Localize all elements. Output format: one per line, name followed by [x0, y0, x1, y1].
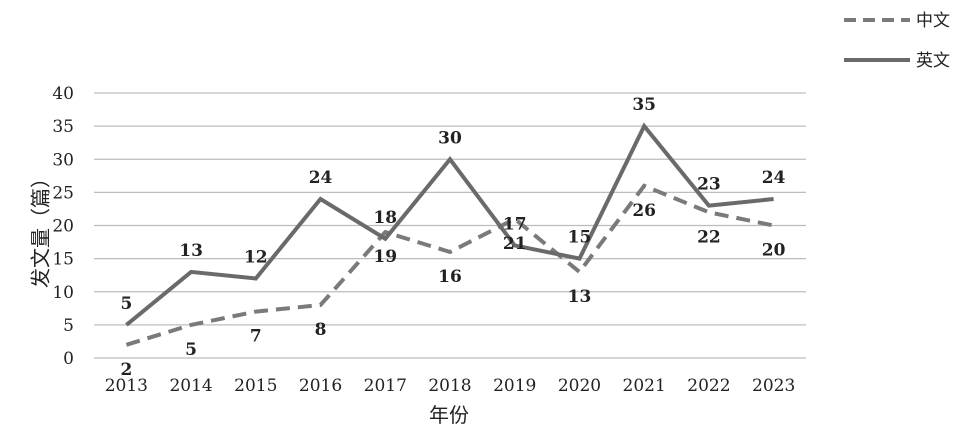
data-label: 24: [762, 168, 786, 188]
y-tick-label: 30: [52, 150, 74, 170]
series-lines: [125, 122, 774, 347]
data-label: 26: [632, 201, 656, 221]
y-axis-title: 发文量（篇）: [29, 168, 53, 288]
y-tick-label: 15: [52, 250, 74, 270]
series-line-0: [125, 183, 774, 347]
y-tick-label: 5: [63, 316, 74, 336]
x-tick-labels: 2013 2014 2015 2016 2017 2018 2019 2020 2021 2022…: [105, 376, 796, 396]
data-label: 8: [315, 320, 327, 340]
x-tick-label: 2013: [105, 376, 148, 396]
data-label: 18: [373, 208, 397, 228]
x-tick-label: 2023: [752, 376, 795, 396]
data-label: 5: [120, 294, 132, 314]
data-label: 7: [250, 327, 262, 347]
y-tick-label: 0: [63, 349, 74, 369]
legend-label-english: 英文: [916, 51, 950, 71]
y-tick-label: 40: [52, 84, 74, 104]
data-label: 35: [632, 95, 656, 115]
data-label: 22: [697, 227, 721, 247]
data-label: 2: [120, 360, 132, 380]
data-label: 30: [438, 128, 462, 148]
x-tick-label: 2014: [169, 376, 212, 396]
data-label: 16: [438, 267, 462, 287]
x-tick-label: 2022: [687, 376, 730, 396]
data-label: 23: [697, 175, 721, 195]
data-labels: 2 5 7 8 19 16 21 13 26 22 20 5 13 12 24 18 30 17 15 35 23 24: [120, 95, 785, 380]
data-label: 5: [185, 340, 197, 360]
data-label: 15: [568, 228, 592, 248]
data-label: 21: [503, 234, 527, 254]
series-line-1: [125, 122, 774, 327]
data-label: 17: [503, 214, 527, 234]
x-tick-label: 2020: [558, 376, 601, 396]
x-tick-label: 2018: [428, 376, 471, 396]
x-axis-title: 年份: [429, 403, 469, 427]
data-label: 13: [568, 287, 592, 307]
y-tick-labels: 0 5 10 15 20 25 30 35 40: [52, 84, 74, 369]
y-tick-label: 20: [52, 217, 74, 237]
data-label: 24: [309, 168, 333, 188]
data-label: 12: [244, 248, 268, 268]
data-label: 13: [179, 241, 203, 261]
legend-label-chinese: 中文: [916, 11, 950, 31]
y-tick-label: 10: [52, 283, 74, 303]
legend: 中文 英文: [844, 11, 950, 71]
grid-lines: [94, 92, 806, 359]
y-tick-label: 35: [52, 117, 74, 137]
x-tick-label: 2015: [234, 376, 277, 396]
x-tick-label: 2021: [623, 376, 666, 396]
data-label: 20: [762, 241, 786, 261]
y-tick-label: 25: [52, 183, 74, 203]
x-tick-label: 2017: [364, 376, 407, 396]
x-tick-label: 2019: [493, 376, 536, 396]
x-tick-label: 2016: [299, 376, 342, 396]
data-label: 19: [373, 247, 397, 267]
